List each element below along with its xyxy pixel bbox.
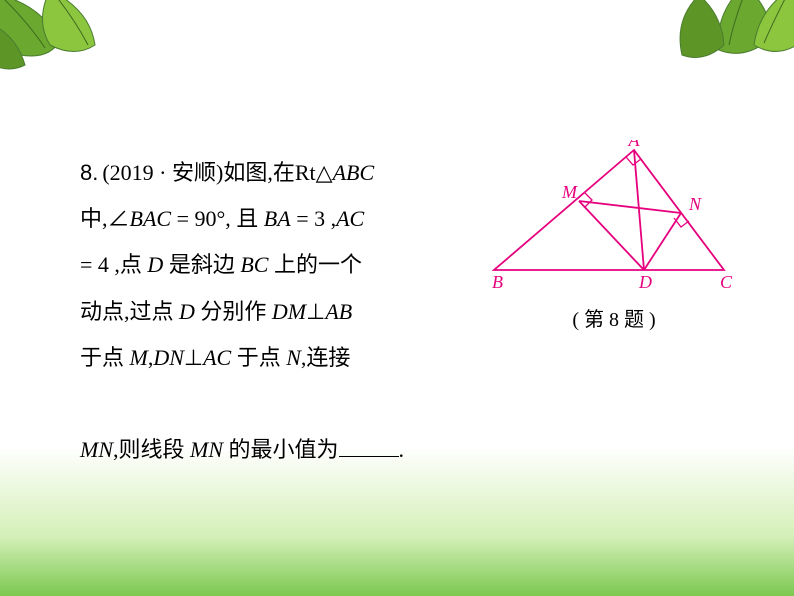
- problem-text-block: 8. (2019 · 安顺)如图,在Rt△ABC 中,∠BAC = 90°, 且…: [80, 150, 430, 473]
- leaf-decoration-right: [624, 0, 794, 115]
- figure-caption: ( 第 8 题 ): [484, 303, 744, 332]
- source: (2019 · 安顺): [102, 160, 223, 185]
- figure-area: A B C D M N ( 第 8 题 ): [484, 140, 744, 332]
- leaf-decoration-left: [0, 0, 160, 110]
- answer-blank: [339, 439, 399, 457]
- label-N: N: [688, 194, 702, 214]
- label-C: C: [720, 272, 733, 290]
- label-A: A: [628, 140, 641, 150]
- label-B: B: [492, 272, 503, 290]
- label-D: D: [638, 272, 652, 290]
- problem-number: 8.: [80, 160, 98, 185]
- label-M: M: [561, 182, 578, 202]
- problem-body: (2019 · 安顺)如图,在Rt△ABC 中,∠BAC = 90°, 且 BA…: [80, 160, 404, 462]
- triangle-figure: A B C D M N: [484, 140, 744, 290]
